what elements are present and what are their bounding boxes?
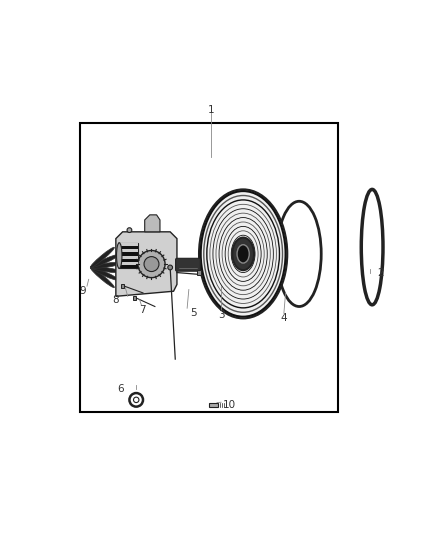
- FancyBboxPatch shape: [197, 270, 201, 275]
- FancyBboxPatch shape: [119, 246, 138, 249]
- Text: 10: 10: [223, 400, 236, 410]
- FancyBboxPatch shape: [119, 243, 138, 246]
- Circle shape: [127, 228, 132, 232]
- Ellipse shape: [117, 243, 122, 269]
- Text: 5: 5: [190, 308, 197, 318]
- Polygon shape: [116, 232, 177, 296]
- Text: 6: 6: [118, 384, 124, 394]
- Text: 9: 9: [79, 286, 86, 296]
- FancyBboxPatch shape: [119, 259, 138, 262]
- Ellipse shape: [90, 254, 119, 268]
- Ellipse shape: [144, 256, 159, 271]
- Ellipse shape: [237, 245, 249, 263]
- Ellipse shape: [199, 189, 287, 318]
- FancyBboxPatch shape: [119, 256, 138, 259]
- Text: 3: 3: [218, 310, 224, 320]
- Text: 4: 4: [281, 313, 287, 324]
- Text: 1: 1: [208, 104, 214, 115]
- Ellipse shape: [90, 262, 121, 268]
- Ellipse shape: [232, 238, 254, 270]
- Text: 8: 8: [113, 295, 119, 305]
- FancyBboxPatch shape: [121, 284, 124, 288]
- Circle shape: [168, 265, 173, 270]
- FancyBboxPatch shape: [119, 252, 138, 256]
- FancyBboxPatch shape: [176, 259, 200, 271]
- Ellipse shape: [90, 267, 119, 280]
- FancyBboxPatch shape: [209, 402, 218, 407]
- FancyBboxPatch shape: [119, 249, 138, 252]
- Ellipse shape: [138, 251, 165, 278]
- FancyBboxPatch shape: [119, 262, 138, 265]
- Ellipse shape: [90, 247, 114, 268]
- FancyBboxPatch shape: [119, 265, 138, 269]
- Polygon shape: [145, 215, 160, 232]
- FancyBboxPatch shape: [133, 296, 136, 300]
- Text: 7: 7: [139, 305, 145, 315]
- Text: 2: 2: [377, 268, 384, 278]
- Ellipse shape: [90, 268, 114, 288]
- Ellipse shape: [90, 266, 121, 272]
- FancyBboxPatch shape: [119, 243, 138, 269]
